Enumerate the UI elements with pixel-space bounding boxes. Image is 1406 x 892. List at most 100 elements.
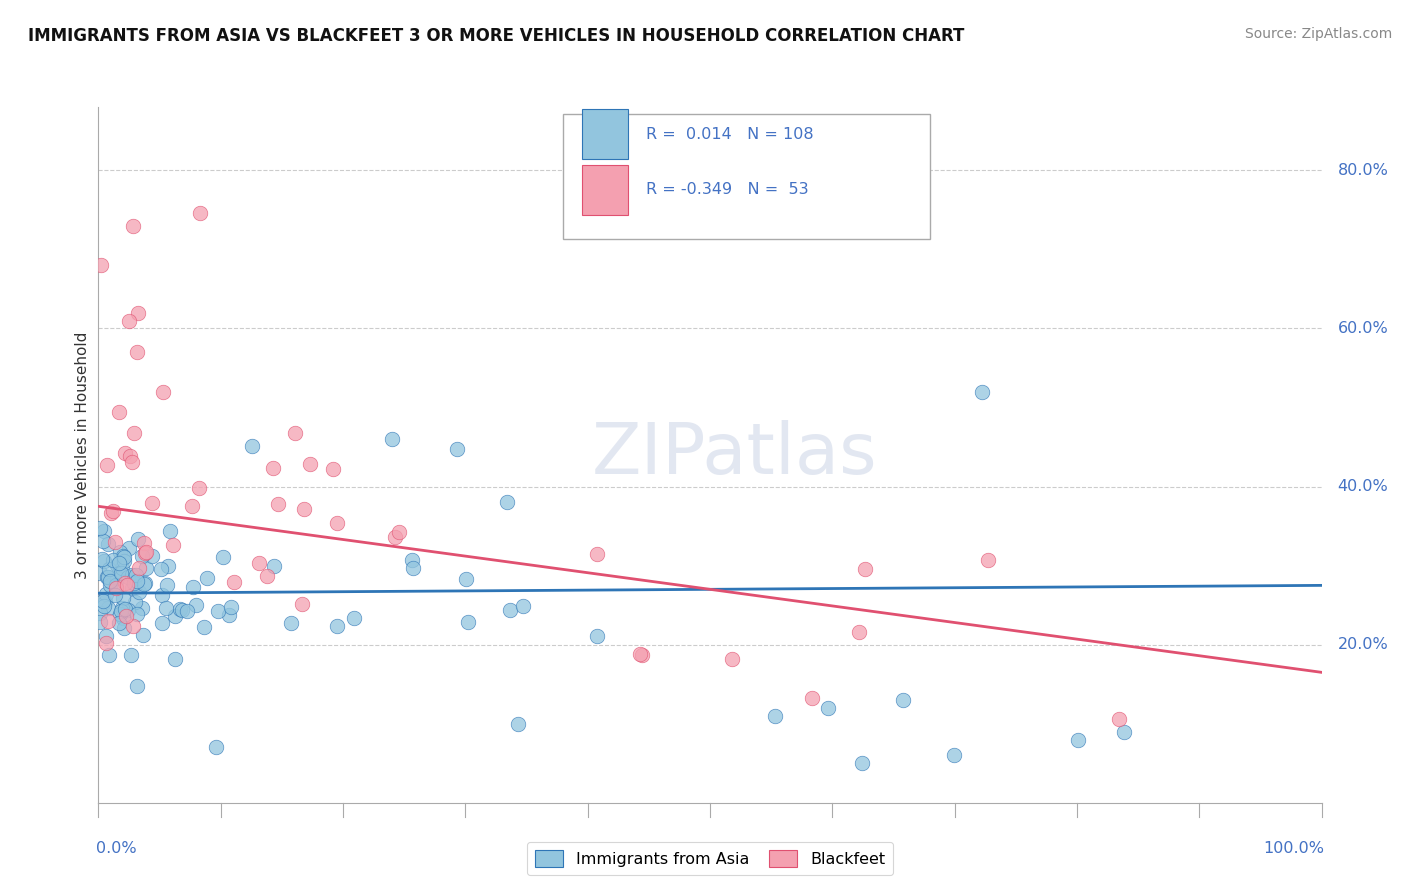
Point: [122, 576, 145, 591]
Point: [195, 571, 218, 585]
Point: [224, 575, 246, 590]
Point: [283, 425, 305, 440]
Point: [134, 535, 156, 549]
Point: [114, 602, 136, 616]
Point: [851, 756, 873, 771]
Point: [125, 679, 148, 693]
Point: [141, 549, 163, 563]
Point: [100, 506, 122, 520]
Point: [127, 305, 149, 319]
FancyBboxPatch shape: [582, 109, 628, 159]
Point: [720, 652, 742, 666]
Point: [96, 629, 118, 643]
Point: [172, 602, 194, 616]
Point: [817, 701, 839, 715]
Point: [456, 572, 478, 586]
FancyBboxPatch shape: [564, 114, 931, 239]
Point: [134, 575, 156, 590]
Point: [94, 636, 117, 650]
Point: [110, 604, 132, 618]
Point: [112, 550, 135, 565]
Point: [118, 541, 141, 556]
Point: [242, 439, 264, 453]
Text: R = -0.349   N =  53: R = -0.349 N = 53: [647, 182, 808, 197]
Point: [512, 599, 534, 614]
Point: [247, 556, 270, 570]
Point: [193, 620, 215, 634]
Point: [495, 495, 517, 509]
Point: [103, 553, 125, 567]
Point: [111, 591, 134, 605]
Point: [169, 601, 191, 615]
Point: [94, 587, 117, 601]
Point: [402, 561, 425, 575]
Point: [89, 566, 111, 580]
Point: [325, 516, 347, 531]
Point: [499, 602, 522, 616]
Text: IMMIGRANTS FROM ASIA VS BLACKFEET 3 OR MORE VEHICLES IN HOUSEHOLD CORRELATION CH: IMMIGRANTS FROM ASIA VS BLACKFEET 3 OR M…: [28, 27, 965, 45]
Point: [100, 574, 122, 588]
Point: [212, 549, 235, 564]
Point: [135, 561, 157, 575]
Point: [125, 345, 148, 359]
Point: [96, 458, 118, 472]
Point: [96, 614, 118, 628]
Point: [586, 629, 609, 643]
Point: [585, 547, 607, 561]
Point: [256, 569, 278, 583]
Point: [103, 588, 125, 602]
Point: [508, 716, 530, 731]
Point: [110, 566, 132, 581]
Point: [120, 648, 142, 662]
Point: [122, 618, 145, 632]
Point: [117, 603, 139, 617]
Point: [115, 577, 138, 591]
Point: [118, 449, 141, 463]
Text: 40.0%: 40.0%: [1337, 479, 1388, 494]
Point: [188, 205, 211, 219]
Point: [848, 624, 870, 639]
Point: [207, 604, 229, 618]
Point: [159, 524, 181, 539]
Point: [853, 562, 876, 576]
Point: [121, 568, 143, 582]
Point: [205, 740, 228, 755]
Point: [111, 611, 134, 625]
Point: [942, 748, 965, 763]
Point: [1108, 712, 1130, 726]
Point: [157, 558, 180, 573]
Point: [94, 595, 117, 609]
Point: [343, 611, 366, 625]
Point: [763, 708, 786, 723]
Point: [98, 562, 121, 576]
Point: [219, 599, 242, 614]
Point: [152, 616, 174, 631]
Point: [165, 608, 187, 623]
Point: [977, 553, 1000, 567]
Point: [117, 570, 139, 584]
Point: [187, 481, 209, 495]
Point: [124, 594, 146, 608]
Text: 20.0%: 20.0%: [1337, 637, 1388, 652]
Point: [162, 538, 184, 552]
Point: [150, 589, 173, 603]
Point: [155, 601, 177, 615]
Point: [114, 621, 136, 635]
Point: [108, 557, 131, 571]
Point: [96, 570, 118, 584]
Point: [93, 554, 115, 568]
Point: [631, 648, 654, 662]
Point: [105, 577, 128, 591]
Point: [263, 559, 285, 574]
Point: [98, 578, 121, 592]
Text: ZIPatlas: ZIPatlas: [592, 420, 877, 490]
Point: [89, 606, 111, 620]
Point: [141, 496, 163, 510]
Point: [97, 600, 120, 615]
Point: [91, 552, 114, 566]
Point: [107, 558, 129, 573]
Point: [111, 549, 134, 563]
Point: [127, 532, 149, 546]
Point: [125, 567, 148, 582]
Point: [135, 545, 157, 559]
